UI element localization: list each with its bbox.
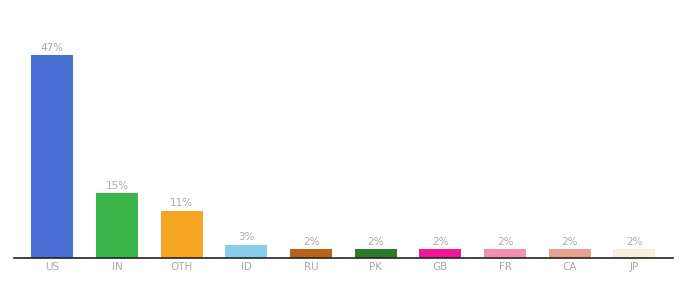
Bar — [290, 249, 332, 258]
Text: 2%: 2% — [626, 237, 643, 247]
Bar — [484, 249, 526, 258]
Bar — [355, 249, 396, 258]
Text: 11%: 11% — [170, 198, 193, 208]
Bar — [96, 194, 138, 258]
Text: 47%: 47% — [41, 43, 64, 53]
Text: 2%: 2% — [432, 237, 449, 247]
Bar — [31, 56, 73, 258]
Text: 15%: 15% — [105, 181, 129, 191]
Text: 2%: 2% — [303, 237, 320, 247]
Bar — [420, 249, 462, 258]
Text: 2%: 2% — [562, 237, 578, 247]
Text: 3%: 3% — [238, 232, 254, 242]
Bar — [225, 245, 267, 258]
Text: 2%: 2% — [497, 237, 513, 247]
Bar — [613, 249, 656, 258]
Bar — [160, 211, 203, 258]
Text: 2%: 2% — [367, 237, 384, 247]
Bar — [549, 249, 591, 258]
